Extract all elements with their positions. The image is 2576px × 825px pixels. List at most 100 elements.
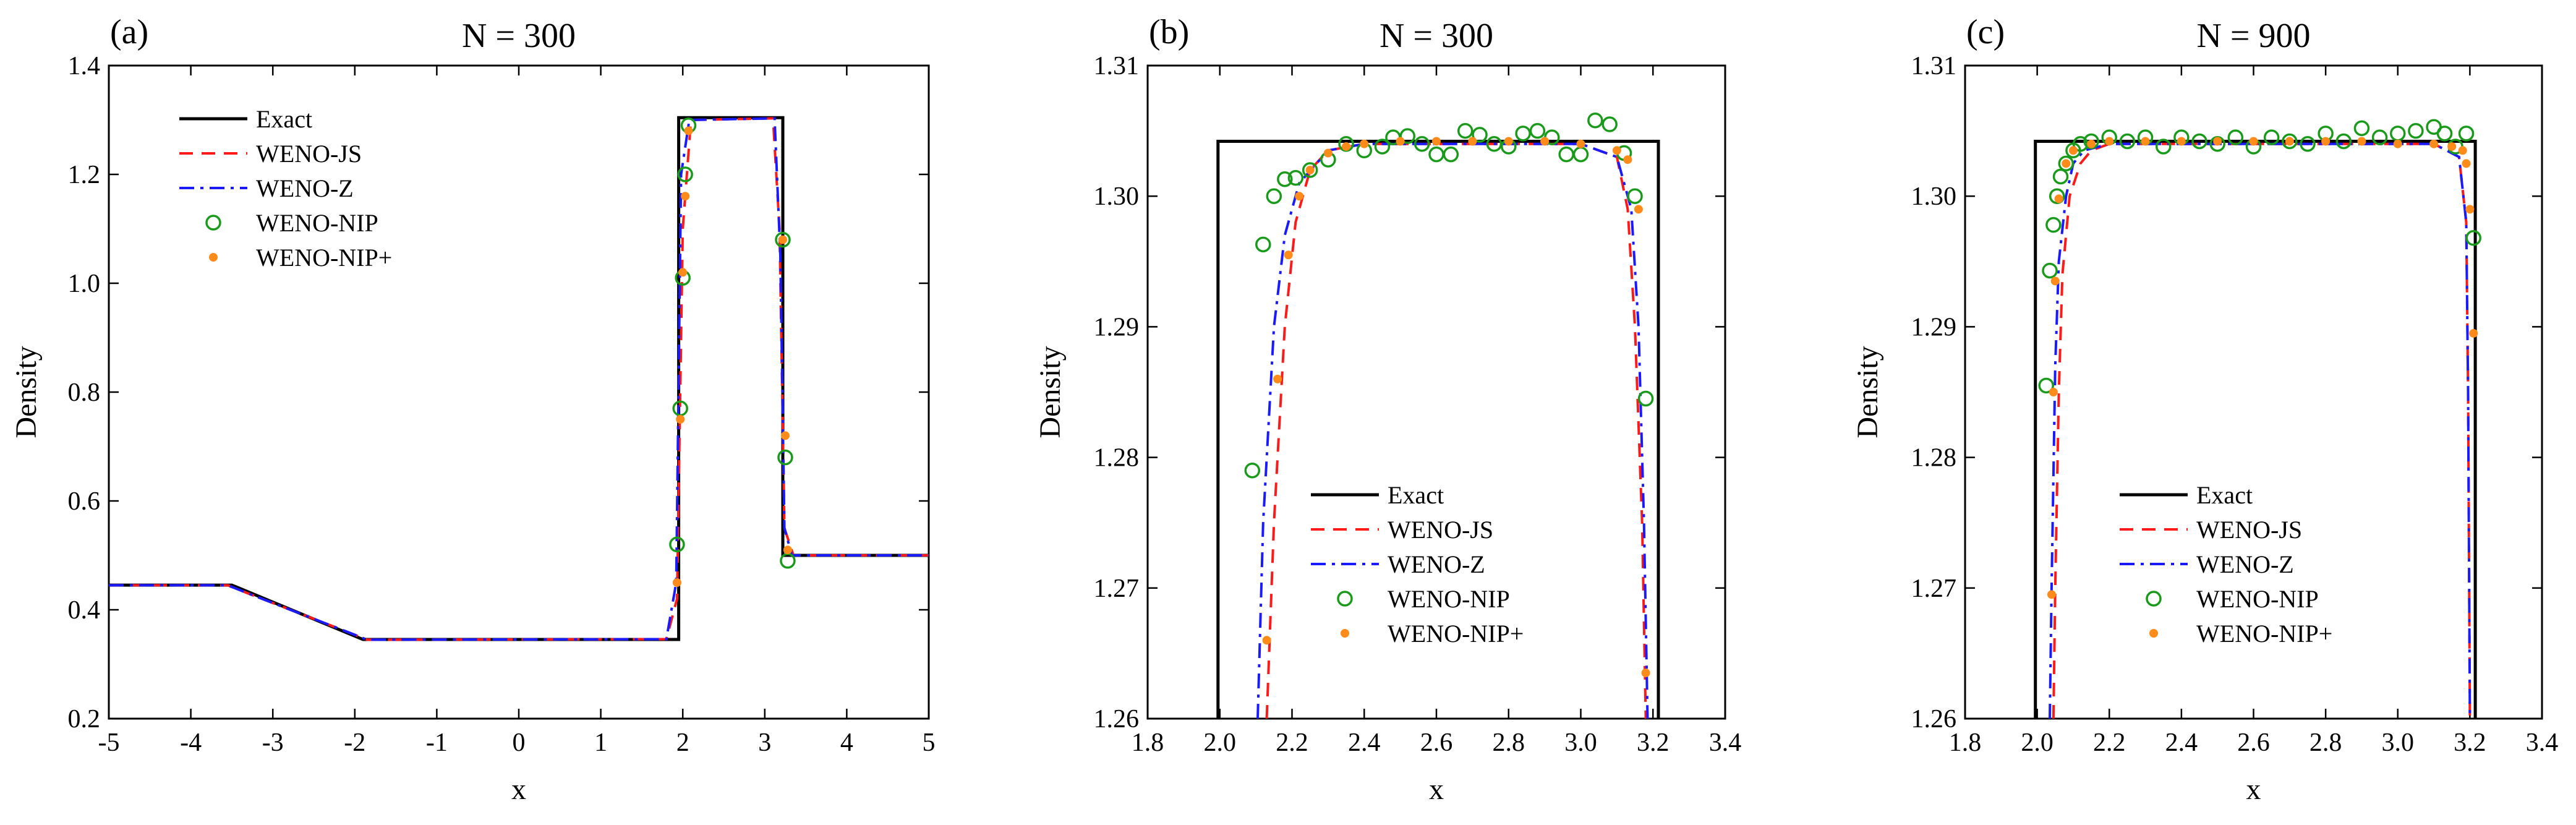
x-axis-label: x <box>511 773 526 806</box>
data-point <box>2458 146 2467 155</box>
data-point <box>1277 171 1293 187</box>
series-weno-nip <box>1244 112 1654 479</box>
data-point <box>1443 146 1459 163</box>
data-point <box>2465 230 2481 246</box>
data-point <box>2049 388 2058 396</box>
data-point <box>2042 262 2058 279</box>
data-point <box>2436 126 2453 142</box>
data-point <box>1637 390 1654 407</box>
legend-label: WENO-NIP <box>1388 585 1510 613</box>
legend-label: WENO-JS <box>2196 516 2302 544</box>
data-point <box>2429 139 2439 148</box>
legend-label: WENO-NIP+ <box>1388 620 1524 648</box>
legend-label: Exact <box>256 105 312 133</box>
data-point <box>2227 129 2244 145</box>
data-point <box>1576 139 1585 148</box>
data-point <box>1414 135 1430 152</box>
panel-tag: (a) <box>110 13 148 51</box>
series-line-weno-js <box>109 117 929 641</box>
data-point <box>1273 374 1282 383</box>
data-point <box>1529 122 1546 139</box>
data-point <box>1612 146 1621 155</box>
panel-3: 1.8 2.0 2.2 2.4 2.6 2.8 3.0 3.2 3.4 1.26 1.27 1.28 1… <box>1851 13 2558 806</box>
data-point <box>2321 137 2331 146</box>
data-point <box>2119 133 2136 150</box>
data-point <box>1399 128 1416 144</box>
x-tick-label: 4 <box>840 729 853 757</box>
data-point <box>2353 120 2370 137</box>
x-tick-label: -4 <box>180 729 202 757</box>
data-point <box>1504 137 1513 146</box>
x-tick-label: 1.8 <box>1949 729 1982 757</box>
data-point <box>1374 139 1391 155</box>
y-tick-label: 1.0 <box>68 270 101 298</box>
data-point <box>778 235 787 244</box>
data-point <box>1472 127 1488 143</box>
data-point <box>2458 126 2475 142</box>
data-point <box>676 415 685 424</box>
legend-label: WENO-NIP+ <box>2196 620 2332 648</box>
y-tick-label: 0.4 <box>68 596 101 625</box>
data-point <box>2105 137 2114 146</box>
data-point <box>2191 133 2207 150</box>
data-point <box>2469 328 2478 338</box>
x-tick-label: 5 <box>923 729 936 757</box>
x-tick-label: 2.0 <box>1204 729 1237 757</box>
data-point <box>1641 669 1650 678</box>
series-group <box>109 116 929 641</box>
data-point <box>2465 205 2475 214</box>
data-point <box>1295 192 1304 201</box>
x-tick-label: 3.4 <box>1709 729 1742 757</box>
x-tick-label: 2.6 <box>1420 729 1453 757</box>
y-axis-label: Density <box>1034 346 1067 438</box>
data-point <box>1255 236 1271 253</box>
data-point <box>1302 162 1318 178</box>
x-tick-label: 2.0 <box>2021 729 2054 757</box>
x-tick-label: 2.4 <box>1348 729 1381 757</box>
data-point <box>1468 137 1477 146</box>
x-tick-label: 2.6 <box>2237 729 2270 757</box>
data-point <box>681 192 690 201</box>
series-group <box>1216 112 1660 719</box>
data-point <box>777 449 793 466</box>
x-tick-label: 3.0 <box>2382 729 2415 757</box>
legend: Exact WENO-JS WENO-Z WENO-NIP WENO-NIP+ <box>179 105 392 271</box>
y-tick-label: 1.30 <box>1911 182 1957 211</box>
data-point <box>677 166 693 182</box>
data-point <box>1486 135 1503 152</box>
legend-label: WENO-Z <box>1388 550 1485 578</box>
data-point <box>1284 250 1293 260</box>
data-point <box>2038 377 2054 394</box>
legend: Exact WENO-JS WENO-Z WENO-NIP WENO-NIP+ <box>2120 481 2332 648</box>
y-tick-label: 1.27 <box>1911 575 1957 603</box>
legend-label: WENO-NIP <box>2196 585 2319 613</box>
data-point <box>783 545 792 555</box>
data-point <box>1627 188 1643 204</box>
data-point <box>1428 146 1444 163</box>
x-tick-label: 3.2 <box>2454 729 2486 757</box>
legend-label: Exact <box>2196 481 2253 509</box>
data-point <box>2050 276 2060 286</box>
legend-label: WENO-NIP+ <box>256 244 392 271</box>
data-point <box>1287 169 1304 186</box>
panel-tag: (c) <box>1966 13 2005 51</box>
x-tick-label: 3.0 <box>1564 729 1597 757</box>
data-point <box>2249 137 2258 146</box>
x-tick-label: 1 <box>594 729 607 757</box>
data-point <box>1587 112 1603 129</box>
data-point <box>775 231 791 248</box>
data-point <box>1540 137 1550 146</box>
data-point <box>2047 590 2056 599</box>
data-point <box>1342 142 1351 151</box>
x-tick-label: -3 <box>262 729 284 757</box>
x-axis-label: x <box>1429 773 1444 806</box>
data-point <box>2335 133 2352 150</box>
x-tick-label: 0 <box>513 729 526 757</box>
y-tick-label: 1.29 <box>1094 313 1140 341</box>
data-point <box>1360 139 1369 148</box>
panel-title: N = 900 <box>2196 17 2310 55</box>
panel-title: N = 300 <box>1380 17 1493 55</box>
x-tick-label: 2.4 <box>2165 729 2198 757</box>
data-point <box>1515 126 1531 142</box>
